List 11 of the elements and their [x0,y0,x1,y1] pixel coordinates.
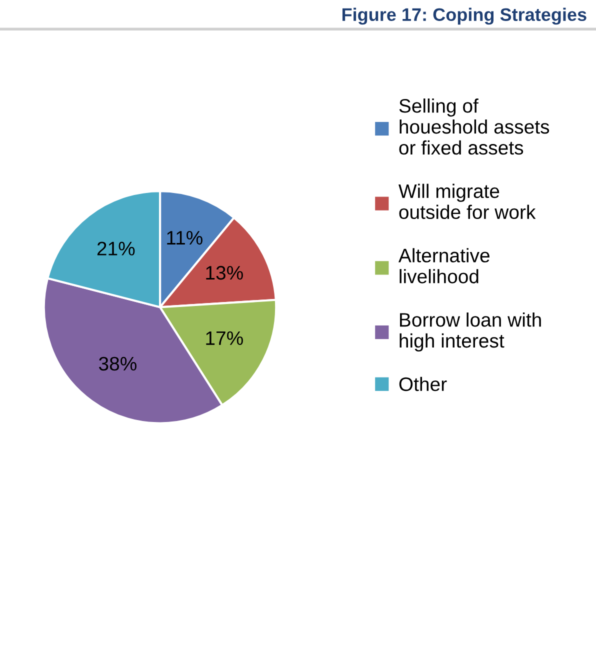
data-label: 13% [206,266,243,280]
data-label: 11% [167,230,202,245]
data-label: 38% [99,356,136,371]
chart-title: Figure 17: Coping Strategies [342,8,586,25]
legend-label: Will migrate outside for work [398,184,536,220]
legend-label: Other [399,376,447,392]
data-label: 21% [97,242,135,256]
legend-label: Borrow loan with high interest [400,312,541,352]
legend-label: Alternative livelihood [398,248,490,284]
data-label: 17% [206,331,243,345]
legend-label: Selling of houeshold assets or fixed assets [399,98,550,155]
